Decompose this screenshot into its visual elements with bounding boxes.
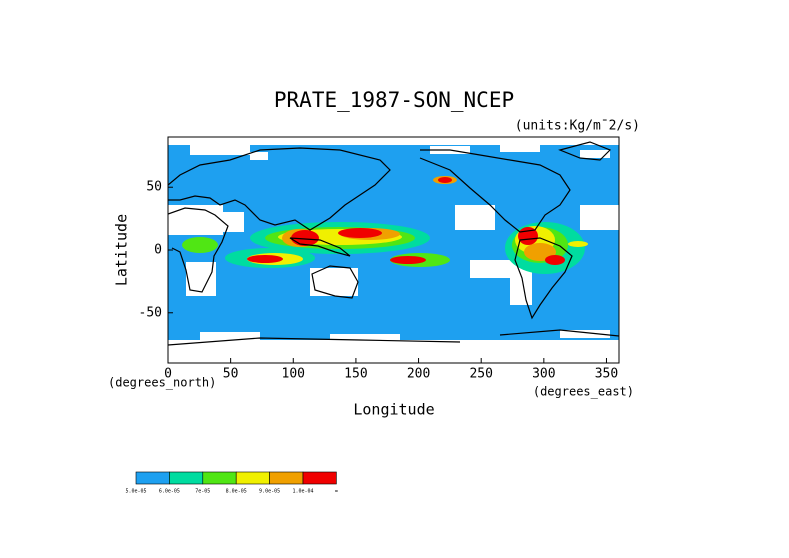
y-tick-label: 50 <box>146 180 162 195</box>
colorbar-label: 6.0e-05 <box>159 489 180 495</box>
colorbar-label: 5.0e-05 <box>125 489 146 495</box>
x-axis-label: Longitude <box>353 401 434 419</box>
colorbar-label: 1.0e-04 <box>292 489 313 495</box>
colorbar-box <box>269 471 304 485</box>
colorbar-box <box>302 471 337 485</box>
dry-areas <box>168 137 619 363</box>
x-tick-label: 250 <box>469 367 492 382</box>
colorbar-box <box>202 471 237 485</box>
units: (units:Kg/m¯2/s) <box>515 119 640 134</box>
colorbar-box <box>235 471 270 485</box>
title: PRATE_1987-SON_NCEP <box>274 88 514 112</box>
x-unit-label: (degrees_east) <box>533 385 634 399</box>
x-tick-label: 50 <box>223 367 239 382</box>
y-tick-label: 0 <box>154 243 162 258</box>
x-tick-label: 100 <box>282 367 305 382</box>
x-tick-label: 200 <box>407 367 430 382</box>
colorbar-label: 9.0e-05 <box>259 489 280 495</box>
y-tick-label: -50 <box>139 305 162 320</box>
y-unit-label: (degrees_north) <box>108 376 216 390</box>
colorbar-label: 8.0e-05 <box>226 489 247 495</box>
colorbar-label: 7e-05 <box>195 489 210 495</box>
colorbar-box <box>169 471 204 485</box>
y-axis-label: Latitude <box>113 214 131 286</box>
colorbar-box <box>135 471 170 485</box>
x-tick-label: 300 <box>532 367 555 382</box>
map-field <box>168 137 619 363</box>
x-tick-label: 150 <box>344 367 367 382</box>
coastlines <box>168 141 619 346</box>
wet-areas <box>182 176 588 274</box>
colorbar-label: ∞ <box>335 489 338 495</box>
x-tick-label: 0 <box>164 367 172 382</box>
x-tick-label: 350 <box>595 367 618 382</box>
